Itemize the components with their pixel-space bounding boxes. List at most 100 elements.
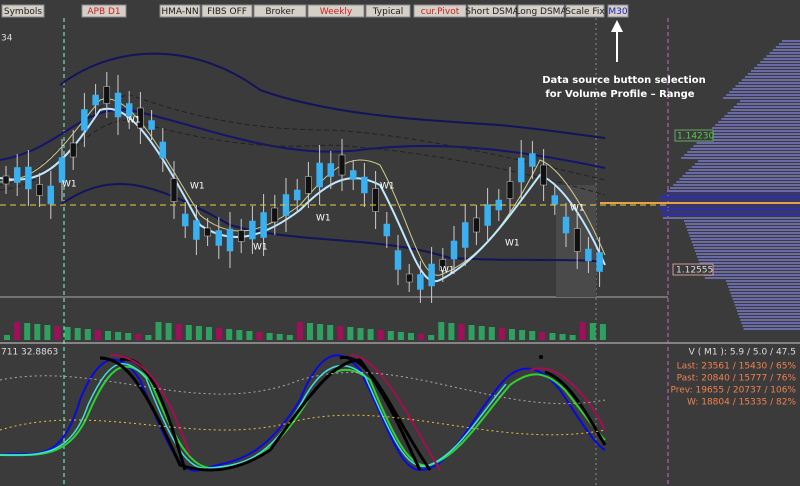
profile-bar: [701, 268, 800, 270]
toolbar-button[interactable]: [159, 4, 201, 18]
candle-body: [13, 167, 21, 183]
lower-band: [59, 183, 606, 263]
price-label: 1.14230: [677, 132, 714, 142]
profile-bar: [733, 301, 800, 303]
toolbar-button[interactable]: [565, 4, 605, 18]
volume-bar: [539, 332, 546, 340]
profile-bar: [697, 256, 800, 258]
osc-level: [0, 414, 606, 436]
candle-body: [81, 109, 88, 131]
candle-body: [226, 228, 234, 252]
profile-bar: [662, 217, 800, 219]
profile-bar: [686, 226, 800, 228]
profile-bar: [688, 232, 800, 234]
osc-black: [99, 356, 422, 472]
profile-bar: [685, 223, 800, 225]
volume-bar: [367, 329, 374, 340]
profile-bar: [681, 157, 800, 159]
toolbar-button-label: Broker: [265, 7, 295, 17]
toolbar-button-label: APB D1: [87, 7, 120, 17]
candle-body: [327, 163, 335, 177]
volume-bar: [256, 332, 263, 340]
volume-bar: [34, 324, 41, 340]
volume-bar: [246, 331, 253, 340]
toolbar-button[interactable]: [467, 4, 517, 18]
toolbar-button[interactable]: [81, 4, 127, 18]
profile-bar: [658, 205, 800, 207]
profile-bar: [694, 163, 800, 165]
toolbar-button[interactable]: [413, 4, 467, 18]
toolbar-button[interactable]: [201, 4, 253, 18]
candle-body: [215, 230, 223, 246]
profile-bar: [670, 187, 800, 189]
volume-bar: [347, 327, 354, 340]
profile-bar: [731, 295, 800, 297]
profile-bar: [732, 298, 800, 300]
candle-body: [260, 212, 267, 238]
volume-bar: [468, 325, 475, 340]
profile-bar: [715, 124, 800, 126]
volume-bar: [155, 322, 162, 340]
profile-bar: [660, 211, 800, 213]
candle-body: [349, 170, 357, 180]
candle-body: [562, 216, 570, 234]
candle-body: [58, 157, 66, 183]
profile-bar: [732, 88, 800, 90]
profile-bar: [730, 109, 800, 111]
toolbar-button[interactable]: [607, 4, 629, 18]
profile-bar: [693, 247, 800, 249]
osc-dot: [539, 355, 543, 359]
candle-body: [47, 185, 55, 205]
profile-bar: [726, 94, 800, 96]
profile-bar: [699, 139, 800, 141]
volume-bar: [498, 328, 505, 340]
mid-band: [0, 108, 606, 169]
volume-bar: [24, 323, 31, 340]
profile-bar: [727, 283, 800, 285]
toolbar-button-label: Typical: [372, 7, 404, 17]
profile-bar: [772, 49, 800, 51]
volume-bar: [165, 323, 172, 340]
candle-body: [181, 213, 189, 227]
profile-bar: [695, 250, 800, 252]
toolbar-button[interactable]: [307, 4, 365, 18]
volume-bar: [226, 329, 233, 340]
volume-bar: [428, 335, 435, 340]
toolbar-button-label: Short DSMA: [465, 7, 519, 17]
volume-bar: [195, 326, 202, 340]
osc-maroon: [109, 354, 606, 471]
profile-bar: [698, 160, 800, 162]
candle-body: [506, 181, 514, 199]
toolbar-button[interactable]: [365, 4, 411, 18]
profile-bar: [692, 244, 800, 246]
volume-bar: [397, 332, 404, 340]
volume-bar: [458, 324, 465, 340]
profile-bar: [733, 106, 800, 108]
candle-body: [338, 154, 346, 176]
volume-bar: [488, 327, 495, 340]
annotation-arrowhead: [611, 20, 623, 32]
toolbar-button[interactable]: [517, 4, 565, 18]
candle-body: [193, 220, 200, 240]
profile-bar: [729, 91, 800, 93]
volume-bar: [549, 333, 556, 340]
osc-header: 711 32.8863: [1, 348, 58, 358]
candle-body: [69, 142, 77, 158]
toolbar-button-label: M30: [608, 7, 627, 17]
toolbar-button[interactable]: [253, 4, 307, 18]
profile-bar: [769, 52, 800, 54]
wave-label: W1: [570, 204, 585, 214]
wave-label: W1: [316, 214, 331, 224]
volume-bar: [337, 326, 344, 340]
volume-bar: [569, 335, 576, 340]
toolbar-button[interactable]: [1, 4, 45, 18]
volume-bar: [418, 334, 425, 340]
profile-bar: [744, 76, 800, 78]
profile-bar: [741, 322, 800, 324]
volume-bar: [14, 322, 21, 340]
profile-bar: [696, 142, 800, 144]
profile-bar: [687, 229, 800, 231]
candle-body: [450, 240, 458, 260]
profile-bar: [687, 151, 800, 153]
profile-bar: [689, 235, 800, 237]
